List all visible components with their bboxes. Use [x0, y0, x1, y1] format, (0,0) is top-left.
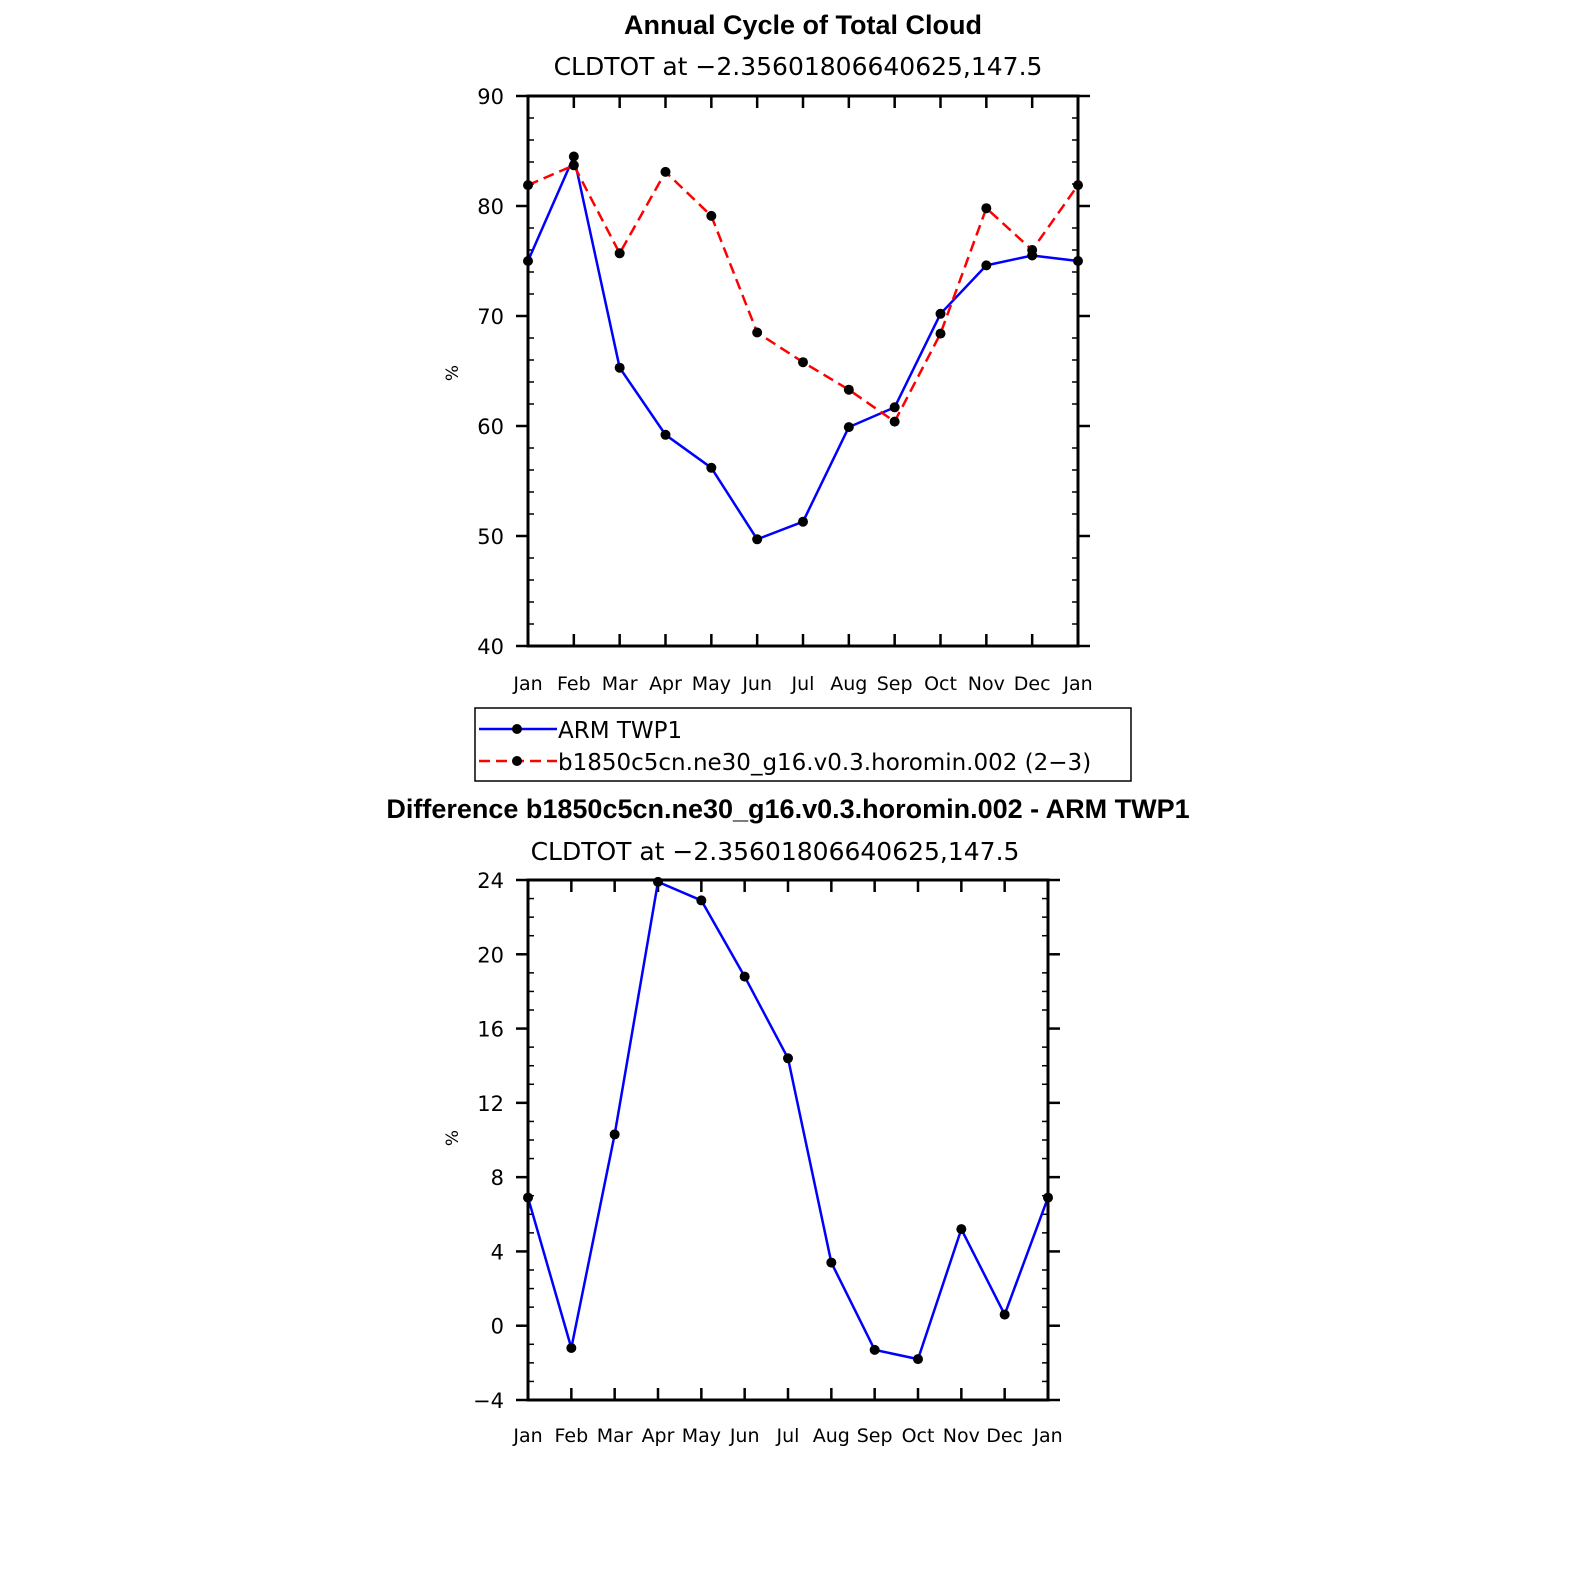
chart2-y-tick-labels: −4 0 4 8 12 16 20 24: [473, 869, 504, 1413]
x-tick-label: Jun: [741, 673, 772, 695]
chart2-series-0-point: [739, 971, 750, 982]
chart1-series-0-point: [935, 308, 946, 319]
chart1-plot-frame: [526, 94, 1080, 648]
x-tick-label: Jul: [776, 1425, 800, 1447]
y-tick-label: 90: [477, 85, 504, 109]
chart1-series-1-point: [981, 203, 992, 214]
chart2-x-tick-labels: Jan Feb Mar Apr May Jun Jul Aug Sep Oct Nov Dec Jan: [512, 1425, 1062, 1447]
chart1-series-0-point: [843, 422, 854, 433]
chart1-ticks: [516, 94, 1090, 648]
legend-marker-arm-twp1: [512, 724, 522, 734]
x-tick-label: Jun: [729, 1425, 760, 1447]
x-tick-label: Oct: [902, 1425, 935, 1447]
x-tick-label: Jan: [512, 1425, 542, 1447]
chart1-series-0-point: [660, 429, 671, 440]
chart2-subtitle: CLDTOT at −2.35601806640625,147.5: [531, 837, 1020, 866]
chart2-series: [523, 876, 1053, 1365]
chart2-series-0-point: [653, 876, 663, 887]
legend-label-arm-twp1: ARM TWP1: [558, 718, 682, 744]
y-tick-label: 4: [491, 1240, 504, 1264]
chart1-y-axis-label: %: [443, 365, 463, 381]
chart2-y-axis-label: %: [443, 1130, 463, 1146]
chart1-series-1-point: [614, 248, 625, 259]
x-tick-label: May: [682, 1425, 721, 1447]
x-tick-label: Oct: [924, 673, 957, 695]
x-tick-label: Mar: [597, 1425, 633, 1447]
x-tick-label: Dec: [986, 1425, 1023, 1447]
y-tick-label: 40: [477, 635, 504, 659]
chart1-series-0-point: [706, 462, 717, 473]
chart1-series-1-point: [889, 416, 900, 427]
legend-box: [474, 707, 1132, 782]
y-tick-label: 12: [477, 1092, 504, 1116]
x-tick-label: Apr: [642, 1425, 675, 1447]
x-tick-label: Nov: [968, 673, 1005, 695]
chart2-series-0-point: [826, 1257, 837, 1268]
x-tick-label: Feb: [555, 1425, 589, 1447]
chart1-series-0-point: [981, 260, 992, 271]
chart1-x-tick-labels: Jan Feb Mar Apr May Jun Jul Aug Sep Oct Nov Dec Jan: [512, 673, 1092, 695]
chart2-series-0-point: [956, 1224, 967, 1235]
chart1-y-tick-labels: 40 50 60 70 80 90: [477, 85, 504, 659]
y-tick-label: 24: [477, 869, 504, 893]
x-tick-label: Mar: [602, 673, 638, 695]
chart1-series-1-point: [752, 327, 763, 338]
legend-marker-model: [512, 756, 522, 766]
chart1-series-0-point: [889, 402, 900, 413]
chart2-ticks: [516, 878, 1060, 1402]
chart2-plot-frame: [526, 878, 1050, 1402]
x-tick-label: May: [692, 673, 731, 695]
x-tick-label: Nov: [943, 1425, 980, 1447]
legend-label-model: b1850c5cn.ne30_g16.v0.3.horomin.002 (2−3…: [558, 750, 1091, 776]
y-tick-label: 80: [477, 195, 504, 219]
chart1-series-0-point: [752, 534, 763, 545]
chart2-series-0-point: [783, 1053, 793, 1064]
chart2-series-0-point: [869, 1344, 880, 1355]
chart1-series-line-0: [526, 155, 1079, 541]
chart2-series-0-point: [913, 1354, 923, 1365]
x-tick-label: Apr: [649, 673, 682, 695]
y-tick-label: 70: [477, 305, 504, 329]
chart2-title: Difference b1850c5cn.ne30_g16.v0.3.horom…: [386, 794, 1189, 824]
y-tick-label: 20: [477, 943, 504, 967]
chart2-series-0-point: [609, 1129, 620, 1140]
x-tick-label: Jan: [512, 673, 542, 695]
chart1-series-1-point: [660, 166, 671, 177]
chart1-series-1-point: [798, 357, 808, 368]
chart1-title: Annual Cycle of Total Cloud: [624, 10, 982, 40]
chart1-series-0-point: [614, 362, 625, 373]
chart2-series-0-point: [696, 895, 707, 906]
x-tick-label: Dec: [1014, 673, 1051, 695]
chart2-series-line-0: [526, 880, 1050, 1361]
chart2-series-0-point: [566, 1343, 577, 1353]
x-tick-label: Aug: [830, 673, 867, 695]
y-tick-label: 60: [477, 415, 504, 439]
chart1-subtitle: CLDTOT at −2.35601806640625,147.5: [554, 52, 1043, 81]
x-tick-label: Jan: [1062, 673, 1092, 695]
x-tick-label: Feb: [557, 673, 591, 695]
y-tick-label: −4: [473, 1389, 504, 1413]
chart1-series-0-point: [798, 516, 808, 527]
y-tick-label: 8: [491, 1166, 504, 1190]
chart1-series-1-point: [1027, 245, 1038, 255]
chart1-series-line-1: [527, 164, 1080, 423]
chart1-series-1-point: [935, 328, 946, 339]
x-tick-label: Sep: [857, 1425, 893, 1447]
x-tick-label: Aug: [813, 1425, 850, 1447]
chart1-series-1-point: [568, 160, 579, 171]
x-tick-label: Jul: [791, 673, 815, 695]
y-tick-label: 50: [477, 525, 504, 549]
chart1-series-0-point: [568, 151, 579, 162]
y-tick-label: 0: [491, 1315, 504, 1339]
y-tick-label: 16: [477, 1018, 504, 1042]
chart2-series-0-point: [999, 1309, 1010, 1320]
x-tick-label: Jan: [1032, 1425, 1062, 1447]
chart1-series: [523, 151, 1083, 545]
chart1-series-1-point: [843, 384, 854, 395]
chart1-series-1-point: [706, 210, 717, 221]
x-tick-label: Sep: [877, 673, 913, 695]
chart1-legend: ARM TWP1 b1850c5cn.ne30_g16.v0.3.horomin…: [474, 707, 1132, 782]
